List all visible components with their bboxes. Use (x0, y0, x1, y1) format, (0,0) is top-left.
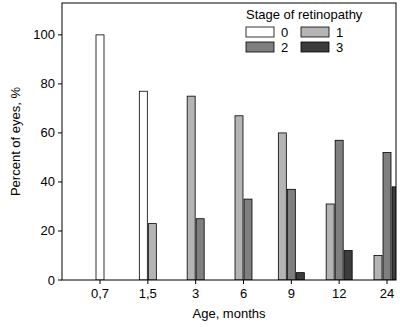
legend-label: 0 (281, 25, 288, 40)
x-axis-label: Age, months (193, 306, 266, 321)
y-tick-label: 100 (33, 27, 55, 42)
legend-label: 1 (336, 25, 343, 40)
x-tick-label: 6 (240, 286, 247, 301)
bar (278, 133, 286, 280)
x-tick-label: 12 (332, 286, 346, 301)
chart: 0204060801000,71,53691224Age, monthsPerc… (0, 0, 400, 327)
x-tick (243, 280, 244, 284)
bar (96, 35, 104, 280)
legend-swatch (246, 27, 274, 37)
x-tick (339, 280, 340, 284)
y-tick (58, 280, 62, 281)
legend-swatch (301, 42, 329, 52)
x-tick (291, 280, 292, 284)
bar (244, 199, 252, 280)
legend-title: Stage of retinopathy (246, 7, 363, 22)
legend-label: 3 (336, 40, 343, 55)
legend-label: 2 (281, 40, 288, 55)
y-tick-label: 40 (41, 174, 55, 189)
y-tick-label: 20 (41, 223, 55, 238)
bar (383, 153, 391, 280)
legend-swatch (246, 42, 274, 52)
x-tick (387, 280, 388, 284)
x-tick (100, 280, 101, 284)
x-tick (195, 280, 196, 284)
bar (139, 91, 147, 280)
bar (148, 224, 156, 280)
x-tick-label: 0,7 (91, 286, 109, 301)
y-tick-label: 0 (48, 273, 55, 288)
y-tick (58, 83, 62, 84)
x-tick-label: 1,5 (139, 286, 157, 301)
bar (374, 255, 382, 280)
bar (392, 187, 396, 280)
x-tick-label: 24 (380, 286, 394, 301)
bar (187, 96, 195, 280)
y-tick (58, 34, 62, 35)
y-tick-label: 60 (41, 125, 55, 140)
legend: Stage of retinopathy 0 1 2 3 (246, 7, 363, 55)
bar (296, 273, 304, 280)
x-tick-label: 9 (288, 286, 295, 301)
bar (335, 140, 343, 280)
bar (344, 251, 352, 280)
bar (287, 189, 295, 280)
bar (196, 219, 204, 280)
y-tick (58, 181, 62, 182)
legend-swatch (301, 27, 329, 37)
plot-frame (62, 3, 396, 280)
bars (96, 35, 396, 280)
bar (235, 116, 243, 280)
y-axis-label: Percent of eyes, % (8, 87, 23, 197)
bar (326, 204, 334, 280)
x-tick-label: 3 (192, 286, 199, 301)
y-tick (58, 230, 62, 231)
x-tick (147, 280, 148, 284)
y-tick (58, 132, 62, 133)
y-tick-label: 80 (41, 76, 55, 91)
